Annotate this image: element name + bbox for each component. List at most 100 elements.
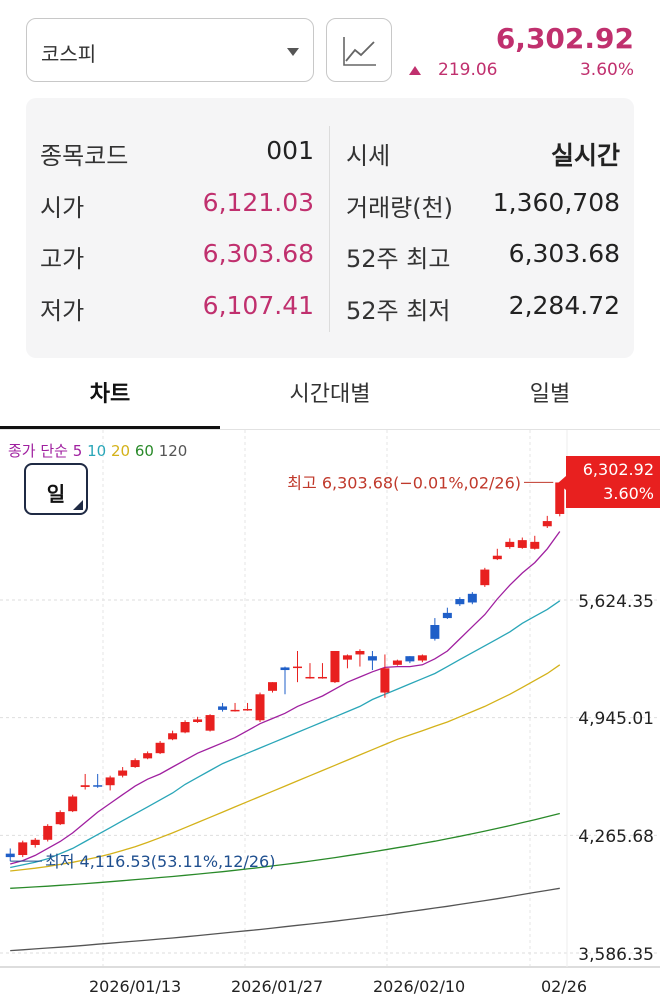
summary-label-52w-low: 52주 최저	[346, 297, 451, 325]
ma-legend-60: 60	[134, 442, 154, 460]
y-tick-label: 4,265.68	[578, 827, 654, 847]
period-select-label: 일	[46, 482, 66, 506]
candle-body	[180, 721, 190, 733]
summary-value-52w-high: 6,303.68	[508, 239, 620, 268]
candle-body	[417, 655, 427, 661]
summary-label-quote: 시세	[346, 142, 391, 170]
summary-label-high: 고가	[40, 245, 85, 273]
tab-chart[interactable]: 차트	[89, 382, 131, 407]
ma-legend-120: 120	[158, 442, 188, 460]
candle-body	[330, 650, 340, 683]
tab-bar-divider	[0, 429, 660, 430]
candle-body	[205, 715, 215, 731]
candle-body	[280, 667, 290, 671]
candle-body	[355, 650, 365, 655]
candle-body	[80, 785, 90, 787]
summary-divider	[329, 126, 330, 332]
summary-label-code: 종목코드	[40, 142, 129, 170]
corner-triangle-icon	[73, 500, 83, 510]
candle-body	[143, 753, 153, 759]
candle-body	[530, 541, 540, 549]
y-tick-label: 4,945.01	[578, 709, 654, 729]
candle-body	[268, 682, 278, 691]
summary-value-code: 001	[266, 136, 314, 165]
candle-body	[442, 612, 452, 619]
current-price-tag: 6,302.92 3.60%	[558, 456, 660, 508]
candle-body	[5, 853, 15, 858]
candle-body	[105, 777, 115, 786]
ma-legend-5: 5	[72, 442, 83, 460]
candle-body	[317, 676, 327, 679]
candle-body	[380, 668, 390, 693]
candle-body	[230, 709, 240, 712]
summary-label-low: 저가	[40, 297, 85, 325]
ma-legend-20: 20	[110, 442, 131, 460]
candle-body	[480, 569, 490, 586]
candle-body	[430, 625, 440, 639]
index-select[interactable]: 코스피	[26, 18, 314, 82]
price-change-pct: 3.60%	[579, 60, 634, 80]
price-change: 219.06	[438, 60, 498, 80]
ma-line-5	[10, 531, 561, 865]
candle-body	[492, 555, 502, 560]
candle-body	[405, 656, 415, 662]
ma-line-20	[10, 664, 561, 872]
candlestick-chart[interactable]: 최고 6,303.68(−0.01%,02/26) 최저 4,116.53(53.…	[0, 430, 660, 999]
candle-body	[305, 676, 315, 679]
candle-body	[30, 839, 40, 845]
summary-value-high: 6,303.68	[202, 239, 314, 268]
x-tick-label: 2026/01/27	[231, 977, 324, 996]
price-tag-notch	[558, 476, 566, 490]
candle-body	[168, 733, 178, 740]
candle-body	[118, 770, 128, 776]
candle-body	[555, 482, 565, 514]
candle-body	[155, 742, 165, 754]
price-tag-pct: 3.60%	[603, 484, 654, 503]
ma-legend-prefix: 종가 단순	[8, 442, 68, 460]
candle-body	[342, 655, 352, 660]
up-arrow-icon	[409, 66, 421, 75]
candle-body	[193, 719, 203, 722]
current-price: 6,302.92	[495, 22, 634, 55]
summary-label-volume: 거래량(천)	[346, 194, 454, 222]
ma-line-120	[10, 887, 560, 952]
candle-body	[55, 812, 65, 825]
candle-body	[243, 709, 253, 711]
tab-daily[interactable]: 일별	[529, 382, 571, 407]
candle-body	[130, 760, 140, 768]
summary-value-52w-low: 2,284.72	[508, 291, 620, 320]
x-tick-label: 2026/02/10	[373, 977, 466, 996]
ma-legend-10: 10	[87, 442, 107, 460]
y-tick-label: 3,586.35	[578, 945, 654, 965]
x-tick-label: 02/26	[541, 977, 588, 996]
min-annotation: 최저 4,116.53(53.11%,12/26)	[45, 852, 275, 871]
candle-body	[93, 785, 103, 787]
y-tick-label: 5,624.35	[578, 592, 654, 612]
price-tag-value: 6,302.92	[582, 460, 654, 479]
chevron-down-icon	[287, 48, 299, 56]
max-annotation: 최고 6,303.68(−0.01%,02/26)	[287, 473, 521, 492]
candle-body	[505, 541, 515, 548]
ma-line-60	[10, 812, 560, 889]
candle-body	[68, 796, 78, 812]
line-chart-icon	[343, 37, 376, 66]
candle-body	[367, 656, 377, 661]
candle-body	[292, 666, 302, 669]
summary-value-low: 6,107.41	[202, 291, 314, 320]
ma-line-10	[10, 600, 561, 869]
candle-body	[43, 825, 53, 840]
summary-value-volume: 1,360,708	[492, 188, 620, 217]
candle-body	[392, 660, 402, 665]
summary-value-open: 6,121.03	[202, 188, 314, 217]
candle-body	[517, 540, 527, 548]
candle-body	[542, 521, 552, 527]
chart-toggle-button[interactable]	[326, 18, 392, 82]
ma-legend: 종가 단순 5 10 20 60 120	[8, 440, 187, 461]
summary-label-open: 시가	[40, 194, 85, 222]
candle-body	[255, 694, 265, 721]
summary-label-52w-high: 52주 최고	[346, 245, 451, 273]
tab-active-indicator	[0, 426, 220, 429]
tab-hourly[interactable]: 시간대별	[289, 382, 371, 407]
candle-body	[218, 706, 228, 710]
period-select-button[interactable]: 일	[24, 463, 88, 515]
